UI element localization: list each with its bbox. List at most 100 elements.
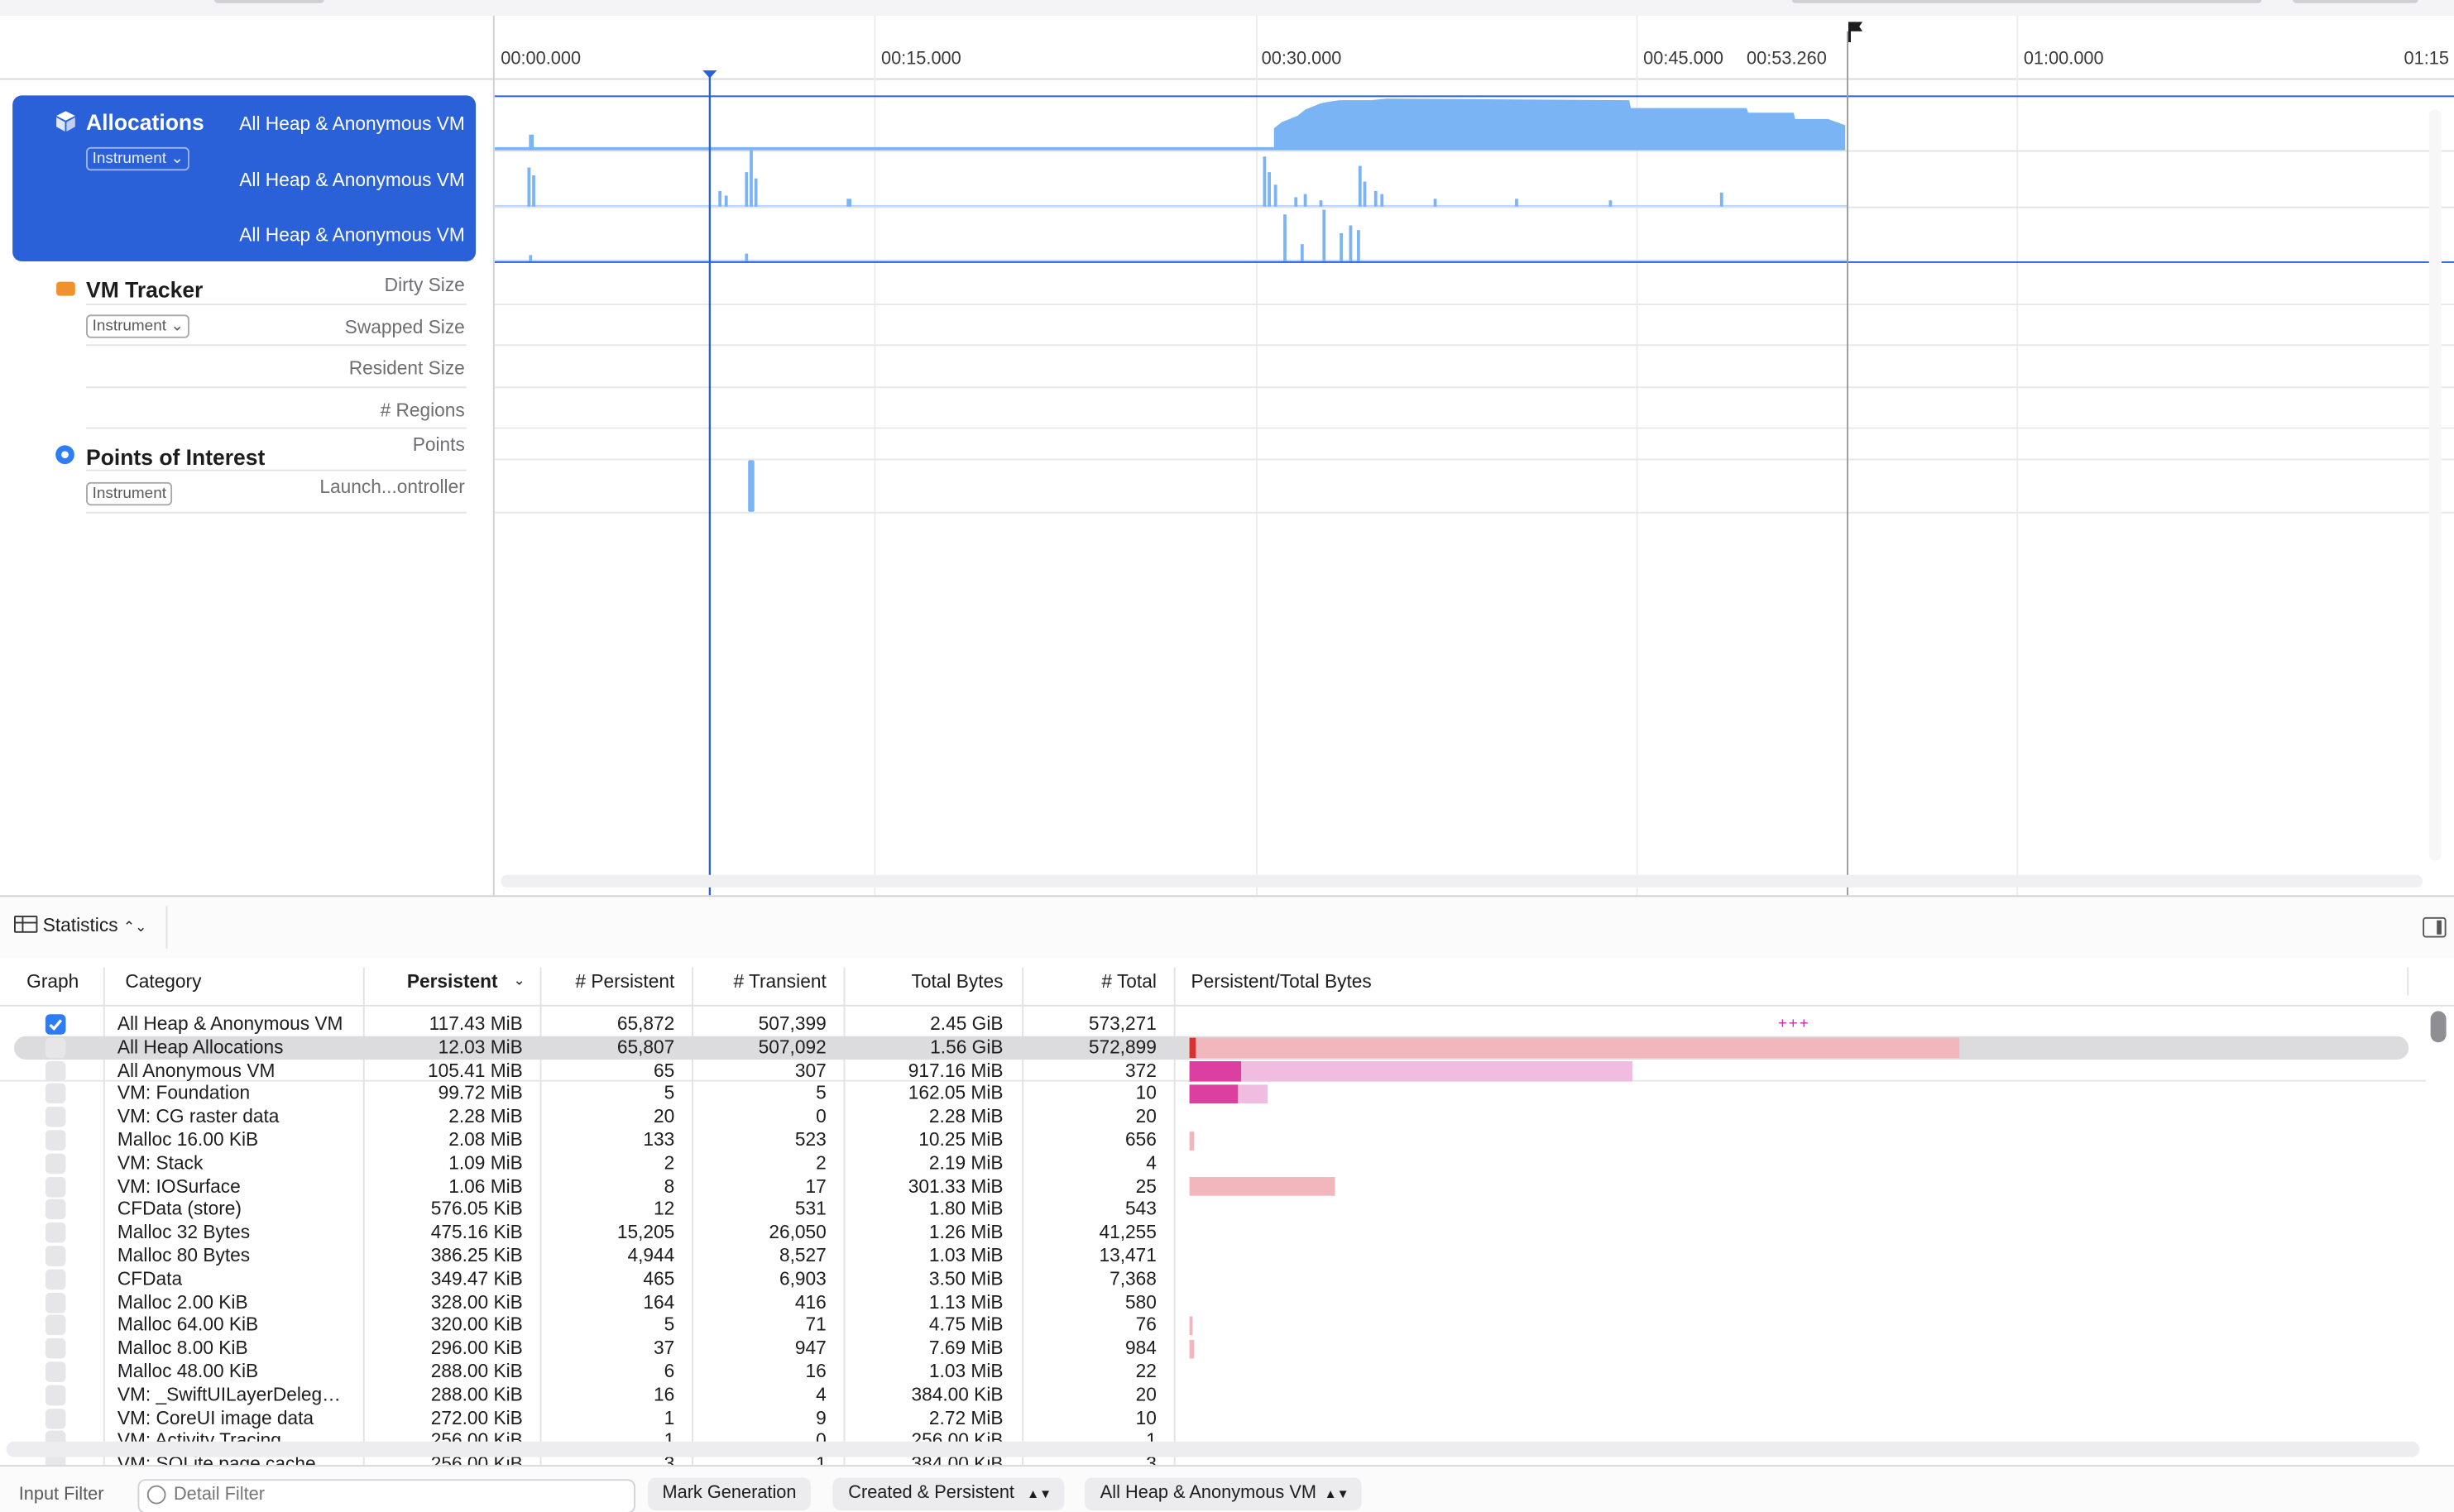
table-row[interactable]: Malloc 48.00 KiB 288.00 KiB 6 16 1.03 MiB 22 [0, 1360, 2426, 1383]
detail-filter-input[interactable] [170, 1483, 616, 1506]
ratio-bar-total [1189, 1037, 1960, 1059]
graph-checkbox[interactable] [45, 1037, 66, 1058]
cell-persistent: 576.05 KiB [430, 1198, 523, 1220]
sort-chevron-icon[interactable]: ⌄ [513, 972, 525, 988]
table-row[interactable]: Malloc 8.00 KiB 296.00 KiB 37 947 7.69 MiB 98… [0, 1337, 2426, 1360]
cell-n-persistent: 4,944 [627, 1244, 675, 1266]
instrument-popup-vm-tracker[interactable]: Instrument ⌄ [86, 310, 190, 338]
vertical-scrollbar-thumb[interactable] [2430, 1011, 2447, 1043]
cell-n-transient: 2 [816, 1151, 827, 1174]
graph-checkbox[interactable] [45, 1361, 66, 1382]
table-row[interactable]: CFData 349.47 KiB 465 6,903 3.50 MiB 7,368 [0, 1267, 2426, 1290]
column-header-n-persistent[interactable]: # Persistent [575, 970, 675, 993]
bottom-filter-bar: Input Filter Mark Generation Created & P… [0, 1465, 2454, 1512]
allocations-subtrack-label: All Heap & Anonymous VM [239, 112, 465, 135]
column-header-persistent[interactable]: Persistent [406, 970, 498, 993]
input-filter-label: Input Filter [18, 1485, 104, 1505]
table-row[interactable]: VM: CoreUI image data 272.00 KiB 1 9 2.72 Mi… [0, 1406, 2426, 1429]
graph-checkbox[interactable] [45, 1246, 66, 1266]
graph-checkbox[interactable] [45, 1014, 66, 1035]
graph-checkbox[interactable] [45, 1269, 66, 1290]
toolbar-control-stub[interactable] [214, 0, 324, 3]
pin-icon [55, 444, 75, 474]
toolbar-search-stub[interactable] [1791, 0, 2262, 3]
horizontal-scrollbar[interactable] [6, 1441, 2420, 1457]
table-row[interactable]: Malloc 64.00 KiB 320.00 KiB 5 71 4.75 MiB 76 [0, 1313, 2426, 1337]
graph-checkbox[interactable] [45, 1408, 66, 1428]
track-name-points-of-interest[interactable]: Points of Interest [86, 444, 266, 470]
graph-checkbox[interactable] [45, 1338, 66, 1359]
cell-persistent: 349.47 KiB [430, 1267, 523, 1290]
instrument-popup-allocations[interactable]: Instrument ⌄ [86, 142, 190, 171]
graph-checkbox[interactable] [45, 1292, 66, 1313]
divider [86, 427, 467, 429]
table-row[interactable]: VM: Foundation 99.72 MiB 5 5 162.05 MiB 10 [0, 1082, 2426, 1105]
cell-n-transient: 6,903 [779, 1267, 827, 1290]
column-header-n-total[interactable]: # Total [1101, 970, 1157, 993]
column-separator [692, 967, 693, 1466]
column-header-ratio[interactable]: Persistent/Total Bytes [1191, 970, 1372, 993]
mark-generation-button[interactable]: Mark Generation [648, 1477, 811, 1511]
track-name-allocations[interactable]: Allocations [86, 109, 204, 135]
table-row[interactable]: Malloc 2.00 KiB 328.00 KiB 164 416 1.13 MiB 5… [0, 1290, 2426, 1313]
graph-checkbox[interactable] [45, 1107, 66, 1127]
cell-category: Malloc 16.00 KiB [117, 1128, 259, 1151]
graph-checkbox[interactable] [45, 1130, 66, 1151]
table-row[interactable]: Malloc 16.00 KiB 2.08 MiB 133 523 10.25 MiB 6… [0, 1128, 2426, 1151]
cell-category: Malloc 64.00 KiB [117, 1313, 259, 1336]
top-toolbar-strip [0, 0, 2454, 17]
table-row[interactable]: Malloc 32 Bytes 475.16 KiB 15,205 26,050 1.2… [0, 1221, 2426, 1244]
graph-checkbox[interactable] [45, 1199, 66, 1220]
cell-total-bytes: 384.00 KiB [911, 1383, 1004, 1405]
cell-category: All Anonymous VM [117, 1059, 276, 1081]
cell-n-total: 7,368 [1110, 1267, 1157, 1290]
cell-n-total: 41,255 [1099, 1221, 1157, 1243]
instrument-badge-poi[interactable]: Instrument [86, 477, 173, 506]
heap-label: All Heap & Anonymous VM [1100, 1483, 1316, 1503]
table-row[interactable]: Malloc 80 Bytes 386.25 KiB 4,944 8,527 1.03 … [0, 1244, 2426, 1267]
heap-popup[interactable]: All Heap & Anonymous VM ▲▼ [1084, 1477, 1362, 1511]
allocations-track-selected[interactable] [12, 95, 477, 262]
table-row[interactable]: VM: _SwiftUILayerDeleg… 288.00 KiB 16 4 384.… [0, 1383, 2426, 1406]
column-separator [539, 967, 542, 1466]
graph-checkbox[interactable] [45, 1176, 66, 1197]
statistics-view-popup[interactable]: Statistics ⌃⌄ [14, 914, 146, 936]
column-header-graph[interactable]: Graph [26, 970, 79, 993]
track-name-vm-tracker[interactable]: VM Tracker [86, 276, 204, 303]
column-header-category[interactable]: Category [125, 970, 202, 993]
timeline-graph [494, 15, 2454, 896]
column-header-total-bytes[interactable]: Total Bytes [911, 970, 1004, 993]
table-row[interactable]: VM: Stack 1.09 MiB 2 2 2.19 MiB 4 [0, 1151, 2426, 1175]
table-row[interactable]: All Anonymous VM 105.41 MiB 65 307 917.16 Mi… [0, 1059, 2426, 1082]
sidebar-toggle-icon[interactable] [2423, 916, 2447, 938]
track-header-spacer [0, 15, 493, 80]
timeline-area[interactable]: 00:00.000 00:15.000 00:30.000 00:45.000 … [492, 15, 2454, 896]
time-tick-end: 00:53.260 [1747, 50, 1827, 69]
cell-category: VM: IOSurface [117, 1175, 241, 1197]
graph-checkbox[interactable] [45, 1060, 66, 1081]
graph-overflow-marker: +++ [1777, 1016, 1810, 1033]
table-row[interactable]: All Heap & Anonymous VM 117.43 MiB 65,872 5… [0, 1012, 2426, 1036]
table-row[interactable]: VM: CG raster data 2.28 MiB 20 0 2.28 MiB 20 [0, 1105, 2426, 1128]
cell-n-persistent: 20 [654, 1105, 675, 1127]
graph-checkbox[interactable] [45, 1084, 66, 1104]
lifespan-popup[interactable]: Created & Persistent ▲▼ [832, 1477, 1065, 1511]
cell-n-persistent: 65,807 [616, 1036, 675, 1058]
table-row[interactable]: CFData (store) 576.05 KiB 12 531 1.80 MiB 543 [0, 1198, 2426, 1221]
cell-persistent: 12.03 MiB [438, 1036, 523, 1058]
graph-checkbox[interactable] [45, 1153, 66, 1174]
cell-n-persistent: 164 [643, 1290, 675, 1313]
toolbar-control-stub[interactable] [2293, 0, 2418, 3]
cell-n-persistent: 65,872 [616, 1012, 675, 1035]
table-row[interactable]: All Heap Allocations 12.03 MiB 65,807 507,0… [0, 1036, 2426, 1059]
column-separator [103, 967, 105, 1466]
divider [86, 304, 467, 305]
graph-checkbox[interactable] [45, 1385, 66, 1405]
column-header-n-transient[interactable]: # Transient [733, 970, 827, 993]
table-row[interactable]: VM: IOSurface 1.06 MiB 8 17 301.33 MiB 25 [0, 1175, 2426, 1198]
statistics-table[interactable]: All Heap & Anonymous VM 117.43 MiB 65,872 5… [0, 1012, 2426, 1466]
cell-n-persistent: 37 [654, 1337, 675, 1359]
detail-filter-field[interactable] [137, 1479, 635, 1512]
graph-checkbox[interactable] [45, 1315, 66, 1336]
graph-checkbox[interactable] [45, 1223, 66, 1243]
